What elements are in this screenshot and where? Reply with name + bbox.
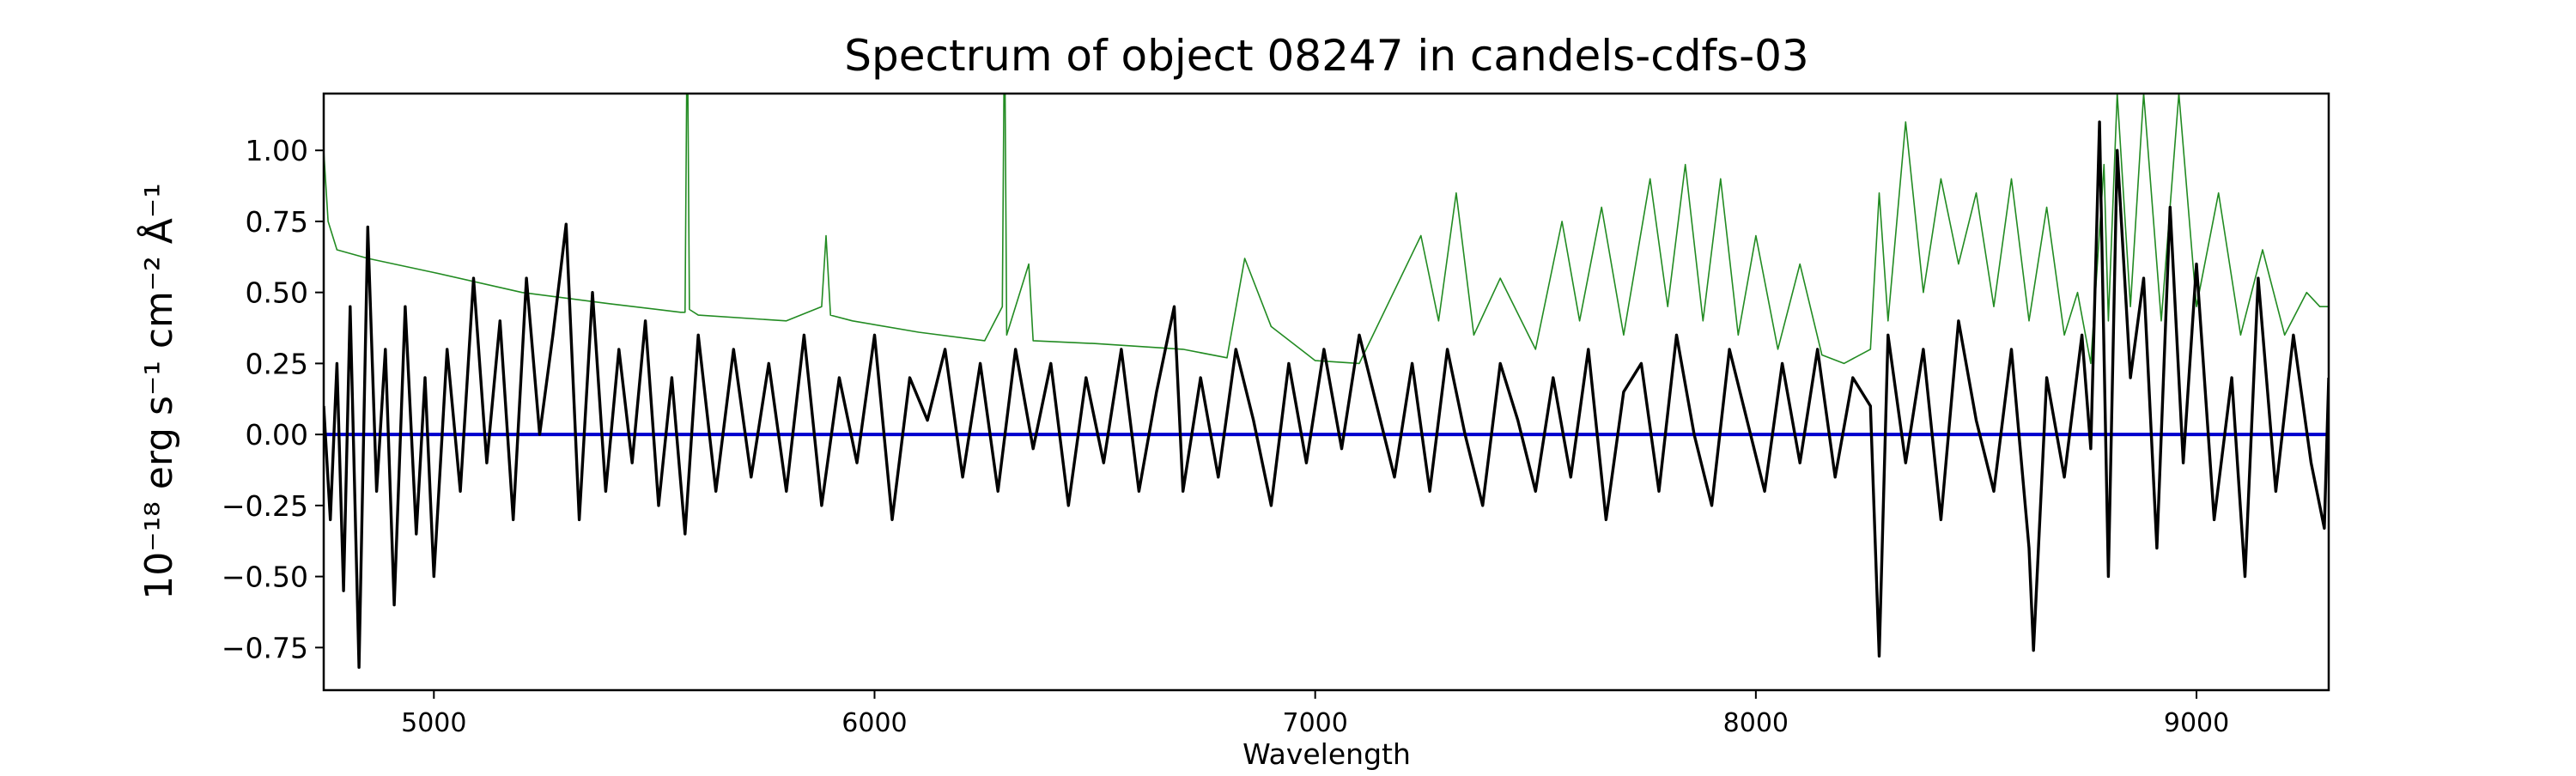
x-tick-label: 7000 <box>1282 708 1347 738</box>
plot-series <box>324 94 2329 670</box>
y-tick-label: 0.00 <box>246 418 308 452</box>
y-tick-label: −0.75 <box>222 631 308 664</box>
plot-frame <box>322 92 2330 692</box>
y-tick-label: 0.75 <box>246 205 308 239</box>
x-axis-label: Wavelength <box>1242 737 1411 771</box>
y-tick-label: −0.50 <box>222 561 308 594</box>
y-tick-label: 1.00 <box>246 134 308 167</box>
y-tick-label: 0.25 <box>246 347 308 380</box>
y-tick-label: 0.50 <box>246 276 308 310</box>
y-axis: −0.75 −0.50 −0.25 0.00 0.25 0.50 0.75 1.00 <box>222 134 324 664</box>
y-tick-label: −0.25 <box>222 489 308 523</box>
y-axis-label: 10⁻¹⁸ erg s⁻¹ cm⁻² Å⁻¹ <box>136 183 181 599</box>
x-tick-label: 8000 <box>1723 708 1789 738</box>
x-tick-label: 9000 <box>2164 708 2229 738</box>
x-axis: 5000 6000 7000 8000 9000 <box>401 690 2229 738</box>
x-tick-label: 5000 <box>401 708 466 738</box>
x-tick-label: 6000 <box>841 708 907 738</box>
chart-title: Spectrum of object 08247 in candels-cdfs… <box>844 31 1809 81</box>
series-line-flux <box>324 120 2329 670</box>
series-line-noise <box>324 94 2329 365</box>
